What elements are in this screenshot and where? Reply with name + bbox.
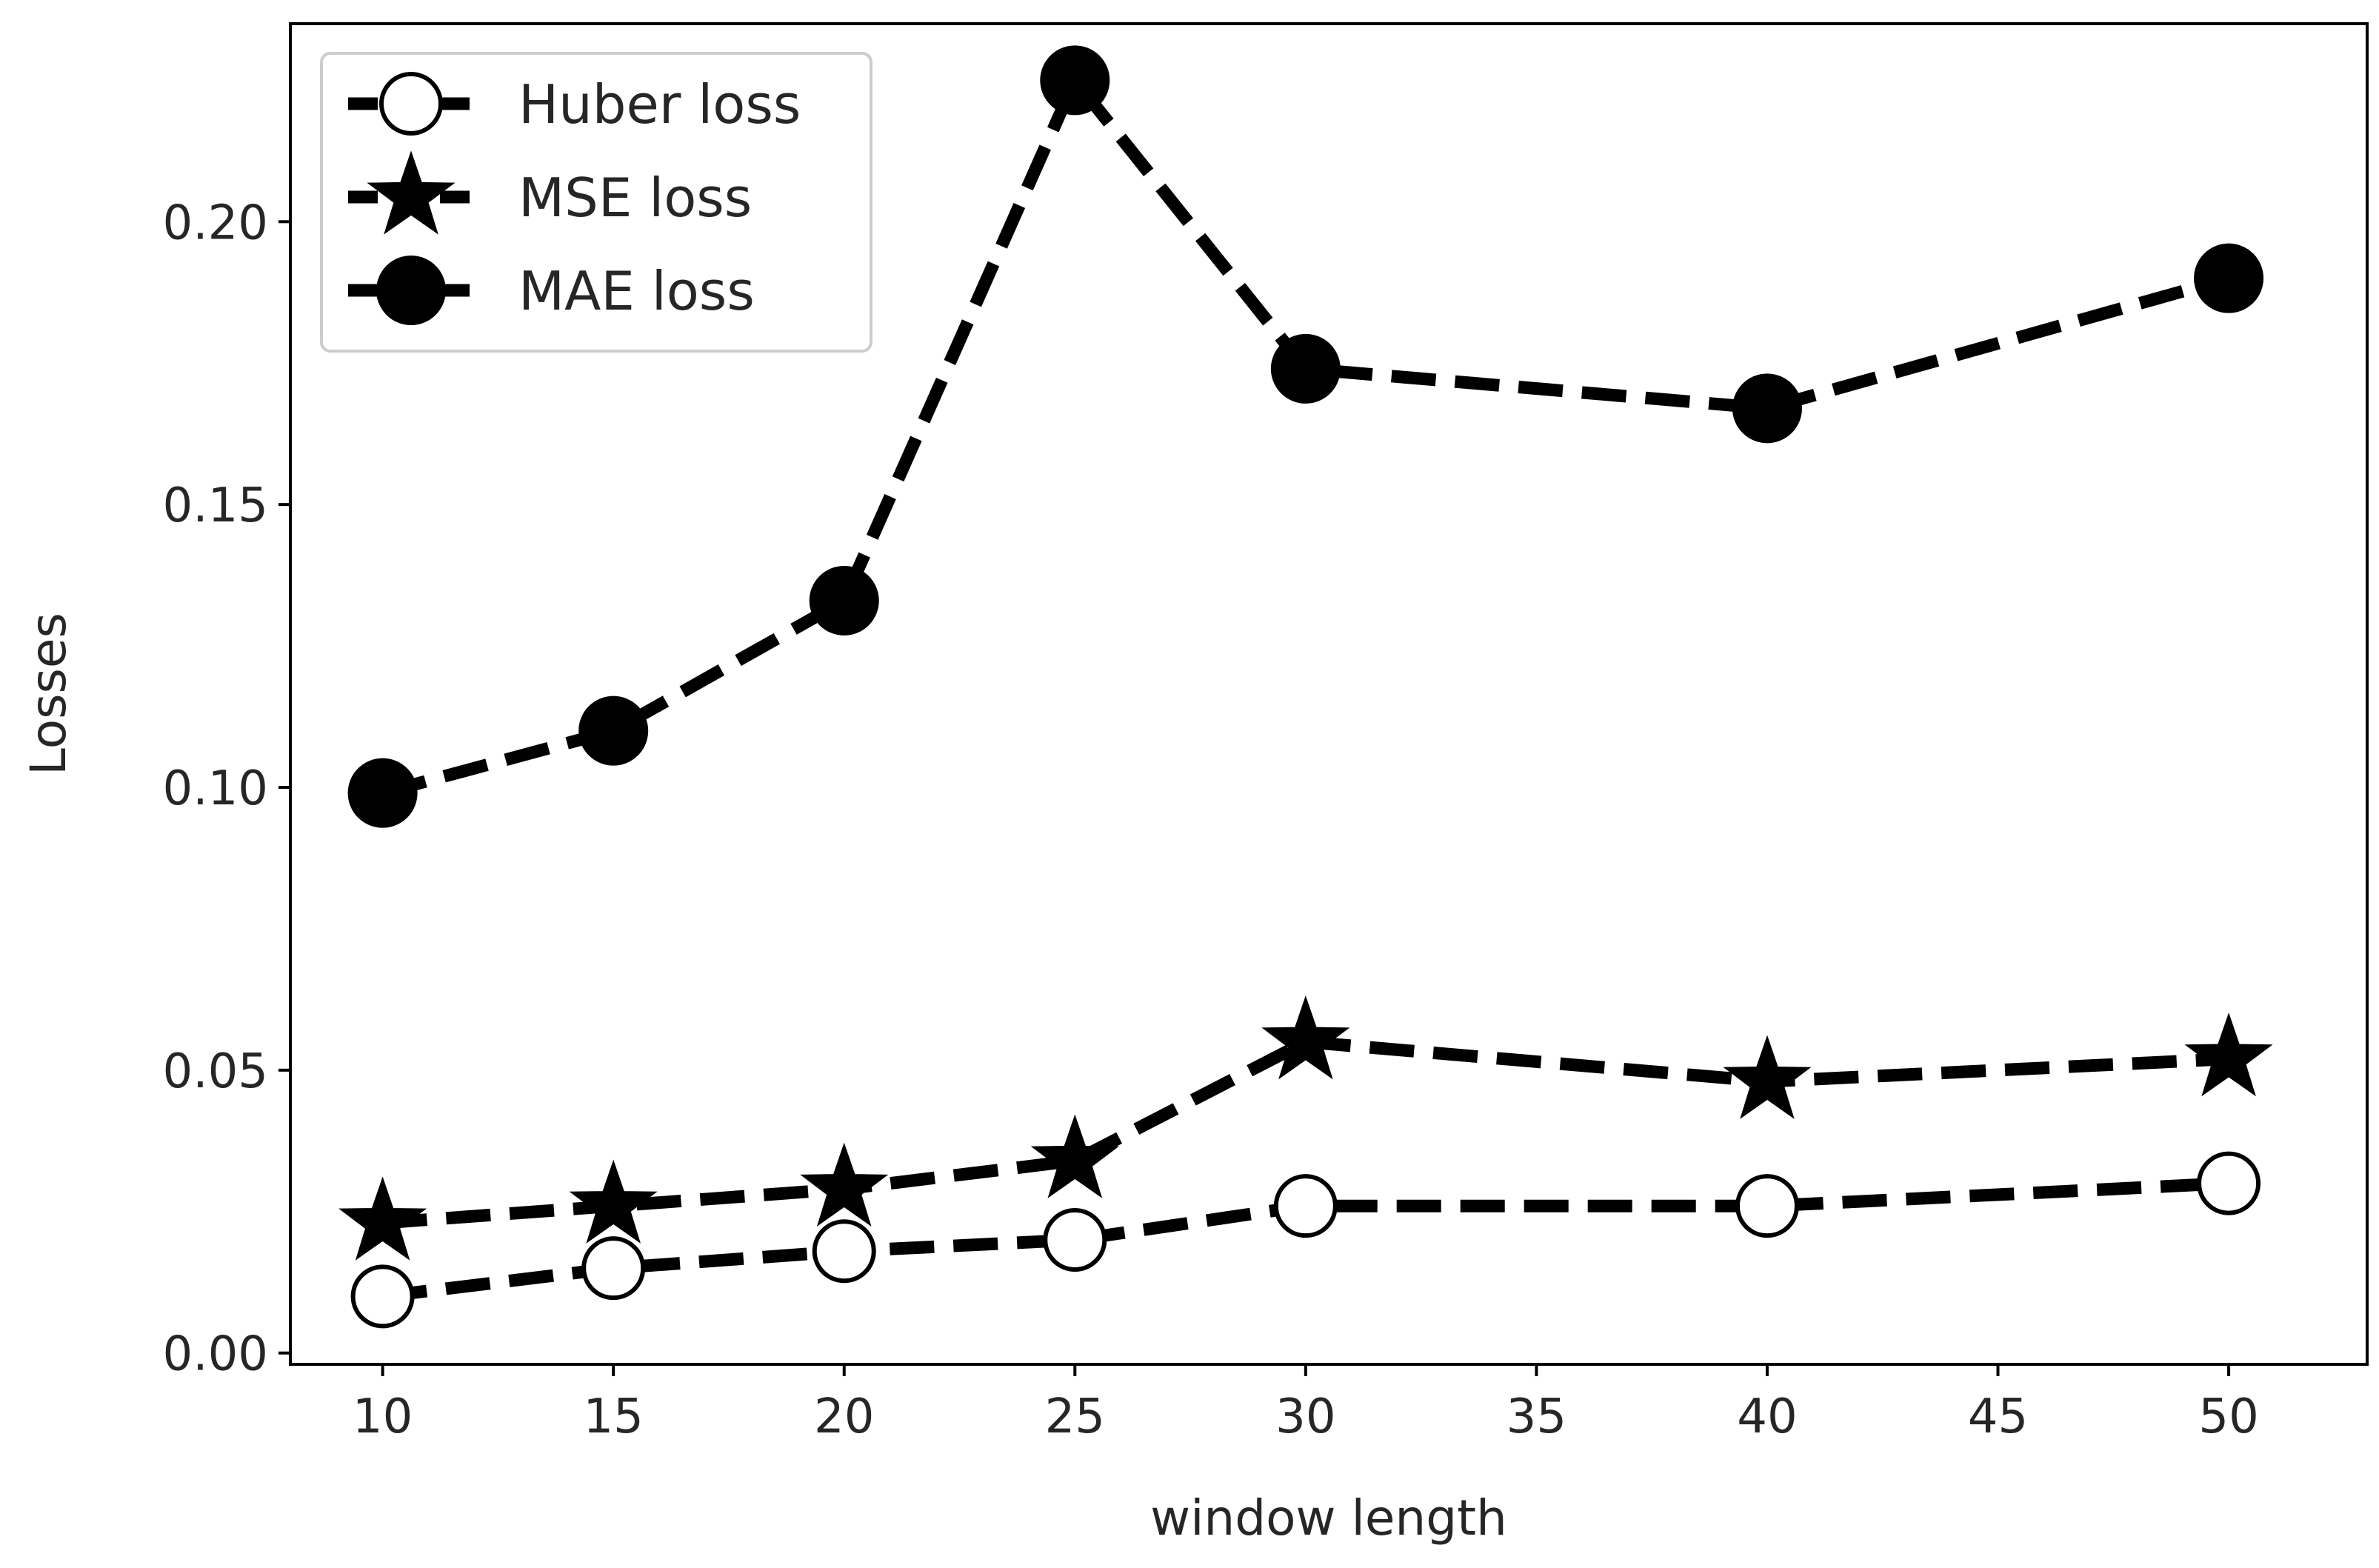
- y-tick-label: 0.15: [163, 478, 269, 533]
- mae-loss-point: [1270, 333, 1341, 404]
- mse-loss-point: [338, 1176, 427, 1261]
- mae-loss-point: [578, 695, 649, 766]
- mse-loss-point: [1723, 1035, 1812, 1119]
- legend: Huber loss MSE loss MAE loss: [320, 52, 872, 353]
- mse-loss-point: [1261, 995, 1350, 1080]
- mae-loss-point: [1040, 45, 1110, 116]
- legend-mae-loss-label: MAE loss: [518, 260, 755, 322]
- legend-mse-loss-marker: [367, 150, 456, 235]
- legend-huber-loss-label: Huber loss: [518, 73, 801, 136]
- series-layer: [338, 45, 2273, 1329]
- huber-loss-point: [1735, 1174, 1799, 1238]
- legend-box: [320, 52, 872, 353]
- x-tick-label: 15: [583, 1389, 643, 1444]
- huber-loss-point: [812, 1219, 876, 1284]
- x-axis-label: window length: [1150, 1489, 1507, 1547]
- huber-loss-point: [2197, 1151, 2261, 1215]
- x-tick-label: 10: [353, 1389, 413, 1444]
- x-tick-label: 20: [814, 1389, 874, 1444]
- x-tick-label: 45: [1968, 1389, 2028, 1444]
- mse-loss-point: [569, 1159, 658, 1244]
- legend-mae-loss-marker: [376, 256, 446, 325]
- huber-loss-point: [1273, 1174, 1338, 1238]
- x-tick-label: 35: [1507, 1389, 1566, 1444]
- y-tick-label: 0.10: [163, 761, 269, 816]
- legend-mse-loss-label: MSE loss: [518, 167, 752, 229]
- huber-loss-point: [350, 1264, 415, 1329]
- mae-loss-point: [1732, 373, 1802, 444]
- plot-frame: [289, 22, 2369, 1366]
- mse-loss-point: [800, 1142, 889, 1227]
- y-tick-label: 0.20: [163, 196, 269, 250]
- y-axis-label: Losses: [20, 613, 77, 775]
- axes-layer: 10 15 20 25 30 35 40 45 50 0.00 0.05 0.10 0.15 0.20: [163, 22, 2369, 1444]
- y-tick-label: 0.05: [163, 1044, 269, 1099]
- x-tick-label: 40: [1737, 1389, 1797, 1444]
- x-tick-label: 50: [2198, 1389, 2258, 1444]
- huber-loss-point: [581, 1236, 646, 1301]
- mae-loss-point: [347, 758, 418, 828]
- huber-loss-point: [1043, 1207, 1107, 1272]
- mse-loss-point: [1030, 1114, 1119, 1198]
- y-tick-label: 0.00: [163, 1327, 269, 1382]
- x-tick-label: 25: [1045, 1389, 1105, 1444]
- x-tick-label: 30: [1275, 1389, 1335, 1444]
- mae-loss-point: [2194, 243, 2264, 313]
- mae-loss-point: [809, 565, 879, 635]
- mse-loss-point: [2184, 1012, 2273, 1097]
- legend-huber-loss-marker: [379, 72, 443, 136]
